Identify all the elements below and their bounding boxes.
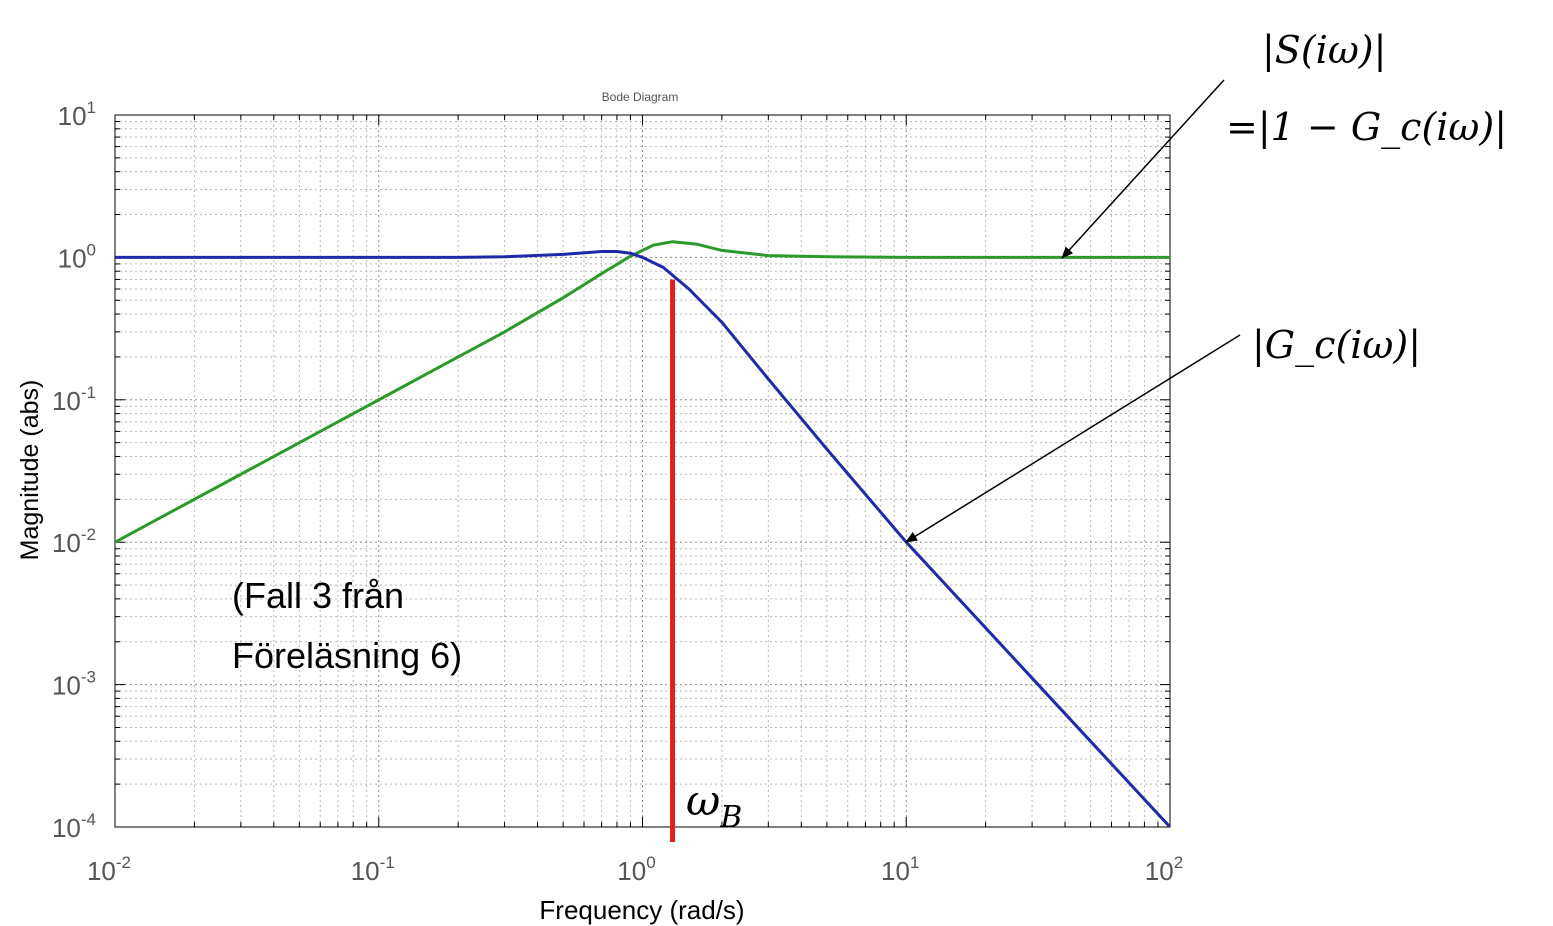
fall-note-line1: (Fall 3 från — [232, 575, 404, 616]
fall-note-line2: Föreläsning 6) — [232, 635, 462, 676]
x-tick-exponent: 1 — [910, 853, 919, 872]
grid — [115, 115, 1170, 827]
y-tick-label: 10-3 — [52, 668, 96, 701]
y-tick-exponent: -4 — [81, 810, 96, 829]
x-axis-label: Frequency (rad/s) — [539, 895, 744, 925]
chart-title: Bode Diagram — [602, 90, 679, 104]
y-tick-exponent: -2 — [81, 525, 96, 544]
s-annotation-arrow — [1061, 79, 1225, 259]
x-tick-label: 10-2 — [87, 853, 131, 886]
x-tick-base: 10 — [881, 856, 910, 886]
x-tick-base: 10 — [617, 856, 646, 886]
x-tick-label: 10-1 — [351, 853, 395, 886]
x-tick-base: 10 — [1145, 856, 1174, 886]
x-tick-base: 10 — [351, 856, 380, 886]
y-tick-base: 10 — [52, 386, 81, 416]
omega-b-subscript: B — [719, 800, 742, 835]
omega-b-label: ωB — [686, 776, 742, 835]
y-tick-base: 10 — [52, 671, 81, 701]
y-tick-exponent: 0 — [87, 240, 96, 259]
y-tick-label: 100 — [58, 240, 96, 273]
y-tick-base: 10 — [52, 813, 81, 843]
y-tick-base: 10 — [58, 243, 87, 273]
series-layer — [115, 240, 1170, 827]
y-axis-label: Magnitude (abs) — [16, 380, 44, 561]
y-tick-base: 10 — [58, 101, 87, 131]
x-tick-label: 100 — [617, 853, 655, 886]
y-tick-exponent: -3 — [81, 668, 96, 687]
s-magnitude-label-2: =|1 − G_c(iω)| — [1226, 105, 1507, 150]
y-tick-exponent: 1 — [87, 98, 96, 117]
x-tick-label: 102 — [1145, 853, 1183, 886]
gc-annotation-arrow — [905, 334, 1241, 543]
omega-b-symbol: ω — [686, 776, 720, 825]
gc-magnitude-label: |G_c(iω)| — [1252, 323, 1421, 368]
y-tick-label: 101 — [58, 98, 96, 131]
x-tick-base: 10 — [87, 856, 116, 886]
s-magnitude-label: |S(iω)| — [1262, 28, 1386, 72]
y-tick-label: 10-1 — [52, 383, 96, 416]
x-tick-exponent: 0 — [646, 853, 655, 872]
x-tick-exponent: 2 — [1174, 853, 1183, 872]
y-tick-label: 10-2 — [52, 525, 96, 558]
sensitivity-curve — [115, 240, 1170, 544]
y-tick-base: 10 — [52, 528, 81, 558]
x-tick-exponent: -2 — [116, 853, 131, 872]
x-tick-exponent: -1 — [380, 853, 395, 872]
y-tick-exponent: -1 — [81, 383, 96, 402]
x-axis-ticks: 10-2 10-1 100 101 102 — [87, 115, 1183, 886]
x-tick-label: 101 — [881, 853, 919, 886]
y-tick-label: 10-4 — [52, 810, 96, 843]
gc-curve — [115, 250, 1170, 827]
